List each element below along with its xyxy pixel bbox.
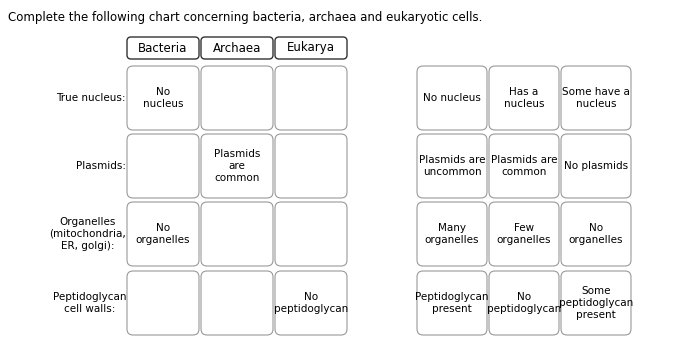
FancyBboxPatch shape — [561, 134, 631, 198]
FancyBboxPatch shape — [127, 134, 199, 198]
Text: Some
peptidoglycan
present: Some peptidoglycan present — [559, 286, 633, 320]
Text: No
organelles: No organelles — [136, 223, 190, 245]
Text: Complete the following chart concerning bacteria, archaea and eukaryotic cells.: Complete the following chart concerning … — [8, 11, 482, 24]
Text: Peptidoglycan
cell walls:: Peptidoglycan cell walls: — [52, 292, 126, 314]
FancyBboxPatch shape — [489, 134, 559, 198]
FancyBboxPatch shape — [201, 134, 273, 198]
Text: No
peptidoglycan: No peptidoglycan — [487, 292, 561, 314]
FancyBboxPatch shape — [561, 66, 631, 130]
FancyBboxPatch shape — [275, 134, 347, 198]
FancyBboxPatch shape — [417, 271, 487, 335]
Text: Many
organelles: Many organelles — [425, 223, 480, 245]
Text: Has a
nucleus: Has a nucleus — [504, 87, 545, 109]
FancyBboxPatch shape — [201, 271, 273, 335]
FancyBboxPatch shape — [127, 37, 199, 59]
Text: Plasmids are
common: Plasmids are common — [491, 155, 557, 177]
FancyBboxPatch shape — [127, 66, 199, 130]
FancyBboxPatch shape — [275, 202, 347, 266]
FancyBboxPatch shape — [489, 66, 559, 130]
FancyBboxPatch shape — [201, 37, 273, 59]
FancyBboxPatch shape — [127, 202, 199, 266]
FancyBboxPatch shape — [561, 202, 631, 266]
Text: Few
organelles: Few organelles — [497, 223, 552, 245]
FancyBboxPatch shape — [489, 202, 559, 266]
Text: Plasmids are
uncommon: Plasmids are uncommon — [419, 155, 485, 177]
Text: Archaea: Archaea — [213, 41, 261, 54]
FancyBboxPatch shape — [275, 66, 347, 130]
FancyBboxPatch shape — [275, 271, 347, 335]
Text: Bacteria: Bacteria — [139, 41, 188, 54]
FancyBboxPatch shape — [127, 271, 199, 335]
FancyBboxPatch shape — [561, 271, 631, 335]
Text: Peptidoglycan
present: Peptidoglycan present — [415, 292, 489, 314]
Text: Some have a
nucleus: Some have a nucleus — [562, 87, 630, 109]
Text: True nucleus:: True nucleus: — [57, 93, 126, 103]
FancyBboxPatch shape — [201, 66, 273, 130]
Text: No
peptidoglycan: No peptidoglycan — [274, 292, 348, 314]
Text: Plasmids
are
common: Plasmids are common — [214, 150, 260, 183]
FancyBboxPatch shape — [275, 37, 347, 59]
FancyBboxPatch shape — [417, 66, 487, 130]
FancyBboxPatch shape — [417, 202, 487, 266]
Text: No
nucleus: No nucleus — [143, 87, 183, 109]
Text: No
organelles: No organelles — [568, 223, 623, 245]
FancyBboxPatch shape — [201, 202, 273, 266]
Text: Plasmids:: Plasmids: — [76, 161, 126, 171]
Text: Eukarya: Eukarya — [287, 41, 335, 54]
FancyBboxPatch shape — [417, 134, 487, 198]
Text: No plasmids: No plasmids — [564, 161, 628, 171]
Text: Organelles
(mitochondria,
ER, golgi):: Organelles (mitochondria, ER, golgi): — [49, 217, 126, 251]
FancyBboxPatch shape — [489, 271, 559, 335]
Text: No nucleus: No nucleus — [423, 93, 481, 103]
